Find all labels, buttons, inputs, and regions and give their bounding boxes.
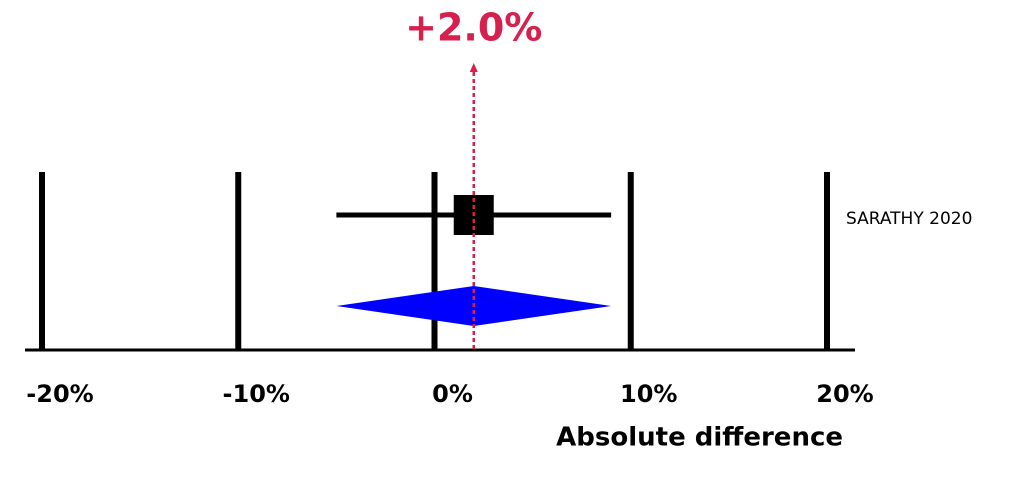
x-axis-label: Absolute difference <box>556 423 843 453</box>
x-tick-label: 0% <box>432 380 473 408</box>
reference-arrow <box>469 63 478 72</box>
x-tick-label: 10% <box>620 380 677 408</box>
study-name: SARATHY 2020 <box>846 209 972 229</box>
x-tick-label: 20% <box>816 380 873 408</box>
x-tick-label: -10% <box>223 380 290 408</box>
pooled-label: +2.0% <box>405 6 542 50</box>
x-tick-label: -20% <box>26 380 93 408</box>
